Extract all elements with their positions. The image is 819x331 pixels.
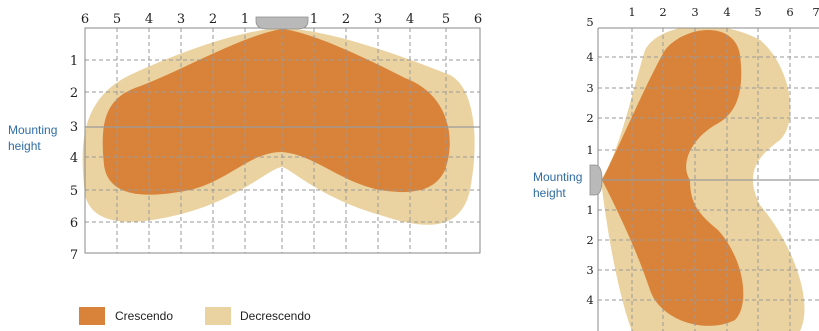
right-top-tick: 3: [691, 5, 698, 19]
right-side-tick: 1: [586, 203, 593, 217]
left-mounting-label: height: [8, 139, 41, 153]
right-top-tick: 2: [659, 5, 666, 19]
right-side-tick: 2: [586, 233, 593, 247]
left-diagram: 6 5 4 3 2 1 1 2 3 4 5 6 1 2 3 4 5 6 7 Mo…: [8, 12, 482, 263]
left-top-tick: 4: [145, 12, 153, 27]
right-side-tick: 2: [586, 111, 593, 125]
left-top-tick: 3: [177, 12, 185, 27]
left-top-tick: 1: [241, 12, 249, 27]
right-top-tick: 1: [628, 5, 635, 19]
legend-label-crescendo: Crescendo: [115, 309, 173, 323]
right-top-tick: 6: [786, 5, 793, 19]
left-top-tick: 5: [113, 12, 121, 27]
left-side-tick: 3: [70, 120, 78, 135]
right-top-tick: 4: [723, 5, 730, 19]
left-sensor-device: [255, 16, 309, 30]
left-mounting-label: Mounting: [8, 123, 57, 137]
legend-swatch-crescendo: [79, 307, 105, 325]
left-crescendo-zone: [102, 29, 450, 195]
left-top-tick: 3: [374, 12, 382, 27]
left-top-tick: 2: [209, 12, 217, 27]
left-top-tick: 1: [310, 12, 318, 27]
right-side-tick: 3: [586, 263, 593, 277]
legend-swatch-decrescendo: [205, 307, 231, 325]
right-top-tick: 7: [812, 5, 819, 19]
right-side-tick: 4: [586, 293, 593, 307]
left-top-tick: 4: [406, 12, 414, 27]
left-grid: [85, 28, 480, 253]
left-side-tick: 6: [70, 216, 78, 231]
left-side-tick: 7: [70, 248, 78, 263]
right-mounting-label: height: [533, 186, 566, 200]
right-side-tick: 1: [586, 143, 593, 157]
left-top-tick: 6: [81, 12, 89, 27]
left-side-tick: 1: [70, 54, 78, 69]
right-crescendo-zone: [602, 30, 744, 326]
right-mounting-label: Mounting: [533, 170, 582, 184]
right-diagram: 1 2 3 4 5 6 7 5 4 3 2 1 1 2 3 4 Mounting…: [533, 5, 819, 331]
right-side-tick: 3: [586, 81, 593, 95]
right-top-tick: 5: [754, 5, 761, 19]
left-top-tick: 5: [442, 12, 450, 27]
left-side-tick: 2: [70, 86, 78, 101]
right-side-tick: 5: [586, 15, 593, 29]
left-side-tick: 4: [70, 151, 78, 166]
left-side-tick: 5: [70, 184, 78, 199]
right-side-tick: 4: [586, 50, 593, 64]
legend: Crescendo Decrescendo: [79, 307, 311, 325]
right-sensor-device: [589, 164, 603, 196]
right-grid: [598, 28, 819, 331]
left-top-tick: 6: [474, 12, 482, 27]
left-top-tick: 2: [342, 12, 350, 27]
legend-label-decrescendo: Decrescendo: [240, 309, 311, 323]
